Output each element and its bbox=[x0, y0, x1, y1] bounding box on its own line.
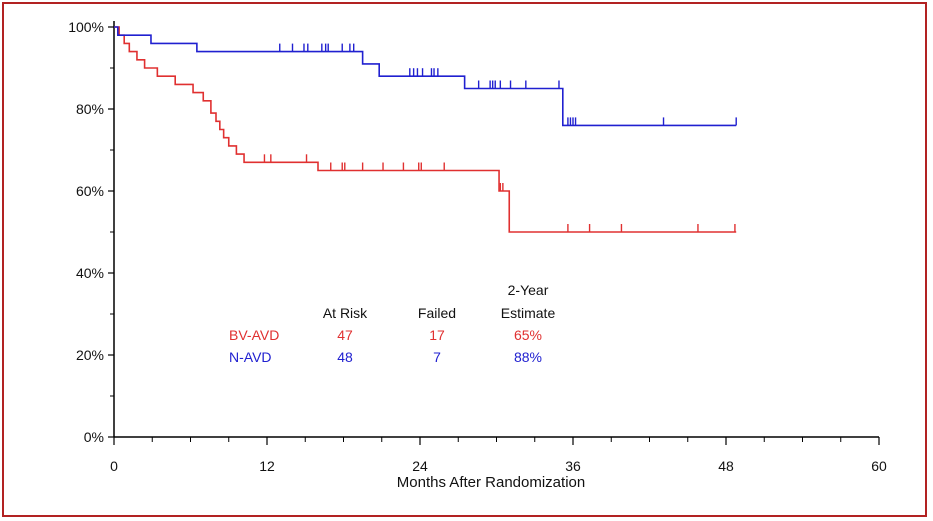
x-tick-label: 0 bbox=[110, 458, 118, 474]
table-header-estimate-line1: 2-Year bbox=[508, 282, 549, 298]
table-header-estimate-line2: Estimate bbox=[501, 305, 556, 321]
x-axis-title: Months After Randomization bbox=[397, 474, 585, 491]
y-tick-label: 20% bbox=[76, 347, 104, 363]
x-tick-label: 36 bbox=[565, 458, 581, 474]
x-tick-label: 24 bbox=[412, 458, 428, 474]
axes: 0% 20% 40% 60% 80% 100% 0 12 24 36 48 60 bbox=[68, 19, 887, 474]
table-row-failed: 7 bbox=[433, 349, 441, 365]
table-header-at-risk: At Risk bbox=[323, 305, 368, 321]
summary-table: 2-Year At Risk Failed Estimate BV-AVD 47… bbox=[229, 282, 555, 365]
table-row-name: N-AVD bbox=[229, 349, 272, 365]
y-tick-label: 40% bbox=[76, 265, 104, 281]
table-header-failed: Failed bbox=[418, 305, 456, 321]
y-tick-label: 100% bbox=[68, 19, 104, 35]
table-row-estimate: 65% bbox=[514, 327, 542, 343]
table-row-failed: 17 bbox=[429, 327, 445, 343]
x-tick-label: 48 bbox=[718, 458, 734, 474]
n-avd-curve bbox=[114, 26, 737, 127]
y-tick-label: 0% bbox=[84, 429, 104, 445]
y-tick-label: 60% bbox=[76, 183, 104, 199]
table-row-at-risk: 48 bbox=[337, 349, 353, 365]
censor-marks bbox=[263, 43, 737, 232]
table-row-at-risk: 47 bbox=[337, 327, 353, 343]
y-tick-label: 80% bbox=[76, 101, 104, 117]
bv-avd-curve bbox=[114, 26, 737, 233]
x-tick-label: 60 bbox=[871, 458, 887, 474]
curves bbox=[114, 26, 737, 233]
table-row-estimate: 88% bbox=[514, 349, 542, 365]
table-row-name: BV-AVD bbox=[229, 327, 279, 343]
x-tick-label: 12 bbox=[259, 458, 275, 474]
